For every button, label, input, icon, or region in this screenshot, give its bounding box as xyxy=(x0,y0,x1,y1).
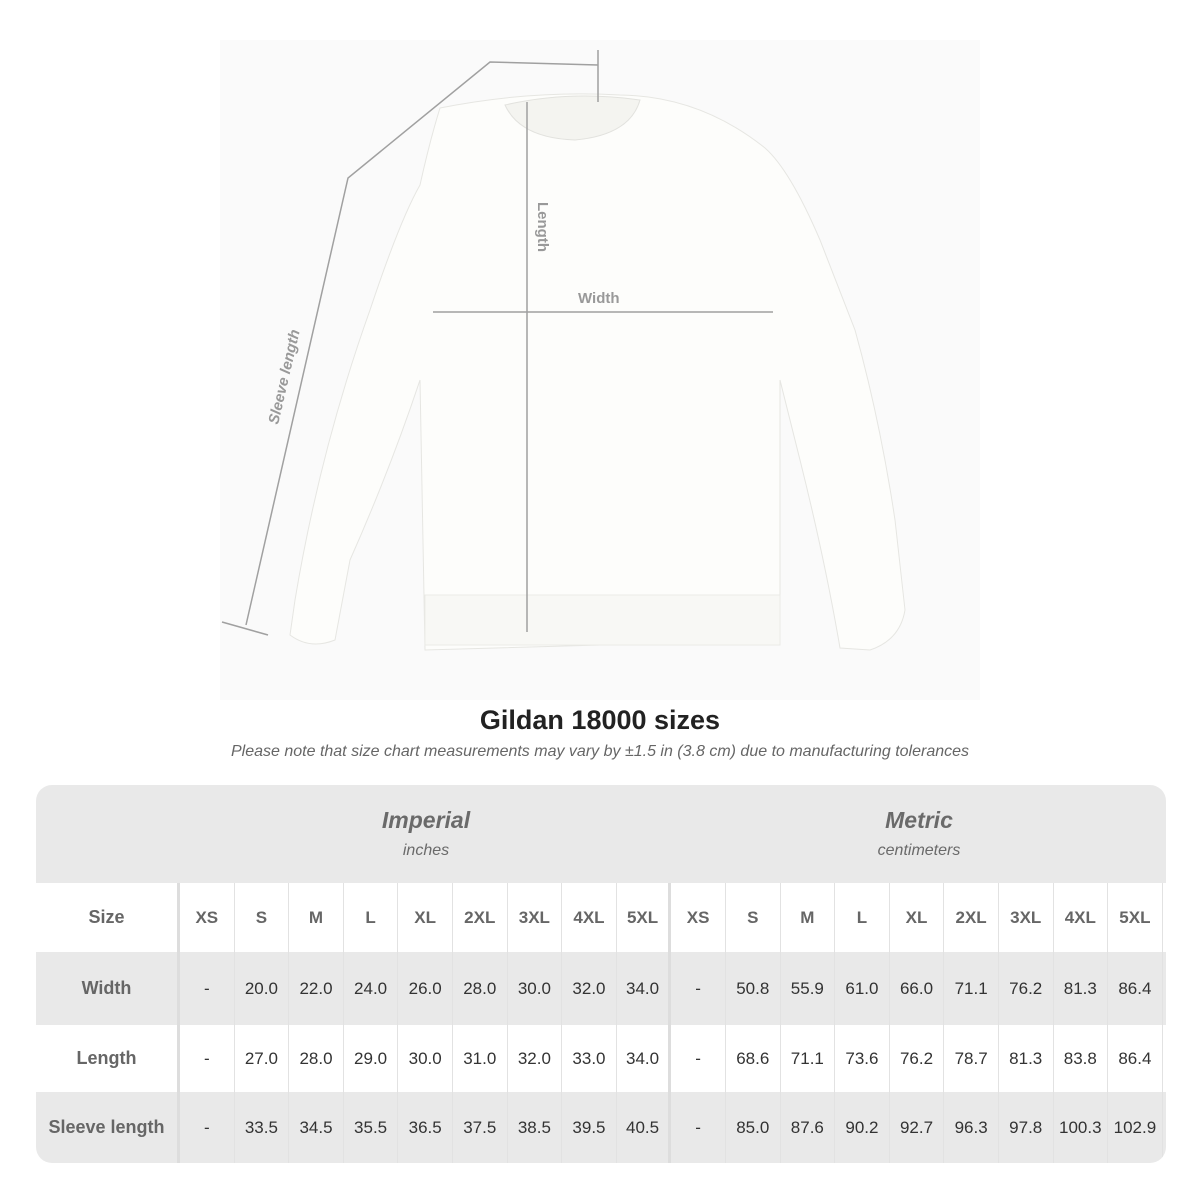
value-cell: 30.0 xyxy=(398,1025,453,1092)
value-cell: 81.3 xyxy=(999,1025,1054,1092)
value-cell: 90.2 xyxy=(835,1092,890,1163)
size-header: XS xyxy=(180,883,235,952)
value-cell: 20.0 xyxy=(235,952,290,1025)
value-cell: 86.4 xyxy=(1108,952,1163,1025)
size-header: 5XL xyxy=(617,883,672,952)
size-table: Imperial inches Metric centimeters Size X… xyxy=(36,785,1166,1163)
value-cell: - xyxy=(671,952,726,1025)
chart-title: Gildan 18000 sizes xyxy=(479,705,721,735)
size-header: 4XL xyxy=(562,883,617,952)
table-row: Sleeve length -33.5 34.5 35.5 36.5 37.5 38.5 39… xyxy=(36,1092,1166,1163)
row-label: Length xyxy=(36,1025,180,1092)
table-row: Width -20.0 22.0 24.0 26.0 28.0 30.0 32.0 34.0-5… xyxy=(36,952,1166,1025)
size-header: XL xyxy=(890,883,945,952)
value-cell: 76.2 xyxy=(999,952,1054,1025)
value-cell: 92.7 xyxy=(890,1092,945,1163)
value-cell: 50.8 xyxy=(726,952,781,1025)
value-cell: 27.0 xyxy=(235,1025,290,1092)
sweatshirt-illustration: Length Width Sleeve length xyxy=(221,50,906,651)
value-cell: 78.7 xyxy=(944,1025,999,1092)
size-header: S xyxy=(726,883,781,952)
tolerance-note: Please note that size chart measurements… xyxy=(230,743,970,760)
width-label: Width xyxy=(578,290,620,307)
value-cell: 26.0 xyxy=(398,952,453,1025)
value-cell: 39.5 xyxy=(562,1092,617,1163)
length-label: Length xyxy=(534,202,551,252)
value-cell: - xyxy=(180,1025,235,1092)
size-header: S xyxy=(235,883,290,952)
value-cell: 29.0 xyxy=(344,1025,399,1092)
value-cell: 34.5 xyxy=(289,1092,344,1163)
value-cell: 97.8 xyxy=(999,1092,1054,1163)
value-cell: 24.0 xyxy=(344,952,399,1025)
value-cell: 87.6 xyxy=(781,1092,836,1163)
value-cell: 32.0 xyxy=(508,1025,563,1092)
value-cell: 55.9 xyxy=(781,952,836,1025)
value-cell: 86.4 xyxy=(1108,1025,1163,1092)
size-header: 4XL xyxy=(1054,883,1109,952)
sweatshirt-body xyxy=(289,93,906,651)
row-label: Sleeve length xyxy=(36,1092,180,1163)
size-header: M xyxy=(781,883,836,952)
value-cell: 96.3 xyxy=(944,1092,999,1163)
size-header: XS xyxy=(671,883,726,952)
value-cell: 36.5 xyxy=(398,1092,453,1163)
value-cell: 37.5 xyxy=(453,1092,508,1163)
value-cell: 28.0 xyxy=(453,952,508,1025)
value-cell: 34.0 xyxy=(617,952,672,1025)
value-cell: 102.9 xyxy=(1108,1092,1163,1163)
size-header: L xyxy=(835,883,890,952)
value-cell: 61.0 xyxy=(835,952,890,1025)
value-cell: 71.1 xyxy=(944,952,999,1025)
row-label: Size xyxy=(36,883,180,952)
metric-header: Metric centimeters xyxy=(877,807,961,859)
value-cell: 73.6 xyxy=(835,1025,890,1092)
value-cell: 68.6 xyxy=(726,1025,781,1092)
value-cell: 81.3 xyxy=(1054,952,1109,1025)
value-cell: 30.0 xyxy=(508,952,563,1025)
value-cell: - xyxy=(671,1025,726,1092)
value-cell: 31.0 xyxy=(453,1025,508,1092)
size-header: 2XL xyxy=(944,883,999,952)
size-header: L xyxy=(344,883,399,952)
value-cell: 22.0 xyxy=(289,952,344,1025)
value-cell: - xyxy=(180,952,235,1025)
value-cell: 71.1 xyxy=(781,1025,836,1092)
value-cell: 40.5 xyxy=(617,1092,672,1163)
size-header: XL xyxy=(398,883,453,952)
value-cell: 33.0 xyxy=(562,1025,617,1092)
size-header: 3XL xyxy=(508,883,563,952)
value-cell: 76.2 xyxy=(890,1025,945,1092)
value-cell: 100.3 xyxy=(1054,1092,1109,1163)
value-cell: - xyxy=(671,1092,726,1163)
value-cell: 38.5 xyxy=(508,1092,563,1163)
value-cell: 83.8 xyxy=(1054,1025,1109,1092)
value-cell: 34.0 xyxy=(617,1025,672,1092)
value-cell: 85.0 xyxy=(726,1092,781,1163)
value-cell: 32.0 xyxy=(562,952,617,1025)
value-cell: 35.5 xyxy=(344,1092,399,1163)
row-label: Width xyxy=(36,952,180,1025)
size-header-row: Size XS S M L XL 2XL 3XL 4XL 5XL XS S M L XL 2XL 3XL 4XL 5… xyxy=(36,883,1166,952)
size-header: M xyxy=(289,883,344,952)
value-cell: 28.0 xyxy=(289,1025,344,1092)
value-cell: 33.5 xyxy=(235,1092,290,1163)
value-cell: 66.0 xyxy=(890,952,945,1025)
size-header: 2XL xyxy=(453,883,508,952)
size-header: 3XL xyxy=(999,883,1054,952)
value-cell: - xyxy=(180,1092,235,1163)
collar xyxy=(504,95,641,141)
sleeve-line xyxy=(245,61,599,626)
imperial-header: Imperial inches xyxy=(381,807,471,859)
size-header: 5XL xyxy=(1108,883,1163,952)
table-row: Length -27.0 28.0 29.0 30.0 31.0 32.0 33.0 34.0-… xyxy=(36,1025,1166,1092)
